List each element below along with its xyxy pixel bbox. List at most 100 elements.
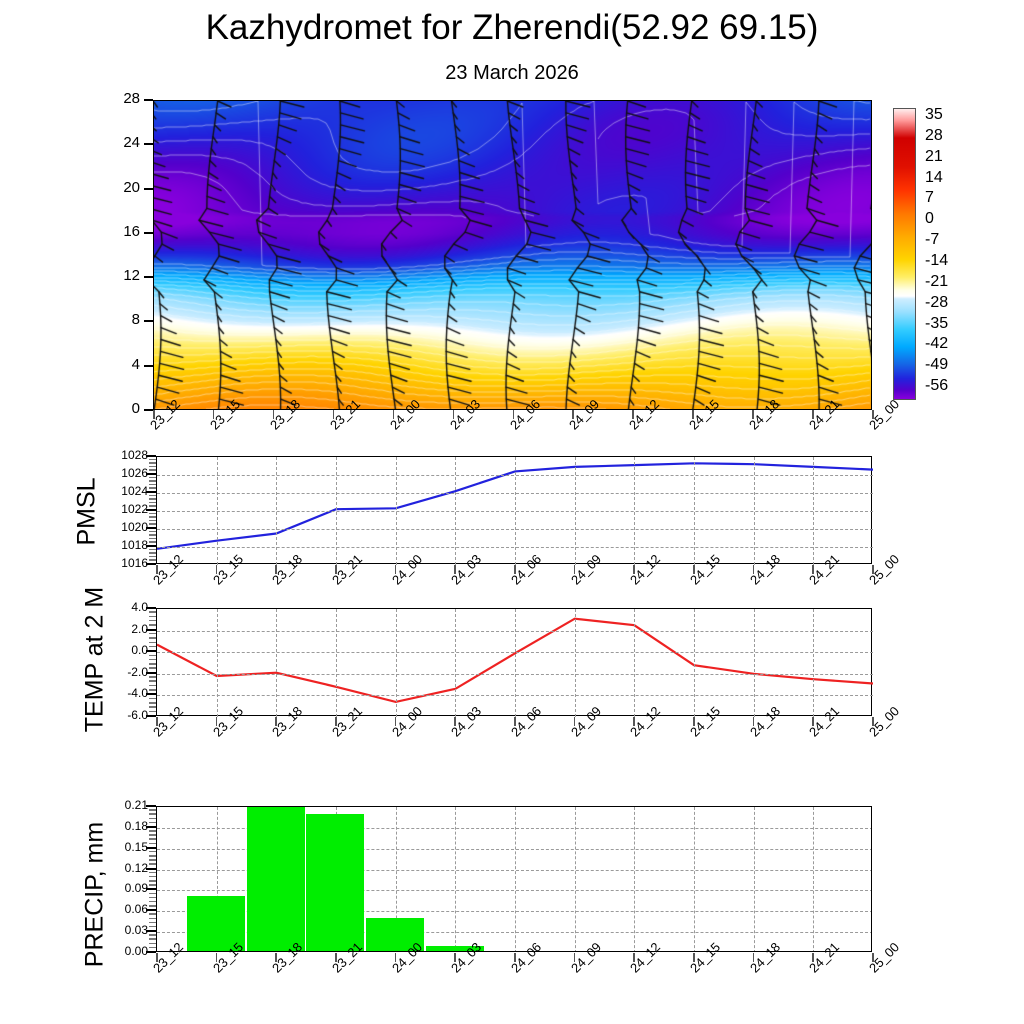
grid-line-vertical (515, 609, 516, 717)
temp-ytick-label: 2.0 (131, 621, 148, 636)
colorbar-label: -28 (925, 293, 949, 311)
temp-minor-ytick (149, 706, 156, 708)
pmsl-ytick-label: 1016 (121, 556, 148, 570)
temp-xtick (752, 717, 755, 726)
precip-ytick-label: 0.21 (124, 798, 148, 812)
temp-minor-ytick (149, 624, 156, 626)
precip-ytick (146, 825, 156, 828)
precip-minor-ytick (149, 809, 156, 811)
cross-section-ytick-label: 12 (123, 267, 140, 285)
precip-xtick (394, 953, 397, 962)
temp-xtick (215, 717, 218, 726)
colorbar-label: 7 (925, 189, 934, 207)
grid-line-vertical (753, 457, 755, 565)
precip-ytick (146, 909, 156, 912)
temp-xtick (454, 717, 456, 726)
temp-xtick (335, 717, 337, 726)
pmsl-ytick (146, 545, 156, 547)
precip-bar (306, 814, 365, 951)
cross-section-ytick (144, 364, 153, 367)
precip-minor-ytick (149, 863, 156, 865)
grid-line-horizontal (157, 932, 871, 934)
pmsl-xtick (394, 565, 397, 574)
cross-section-xtick (692, 410, 694, 419)
pmsl-xtick (275, 565, 277, 574)
temp-ytick (146, 628, 156, 631)
grid-line-vertical (455, 807, 457, 951)
cross-section-ytick-label: 16 (123, 222, 140, 240)
pmsl-ytick (146, 527, 156, 529)
temp-minor-ytick (149, 632, 156, 635)
precip-xtick (156, 953, 158, 962)
pmsl-ytick (146, 491, 156, 493)
temp-minor-ytick (149, 689, 156, 691)
grid-line-vertical (574, 609, 576, 717)
grid-line-horizontal (157, 911, 871, 913)
cross-section-ytick (144, 276, 153, 279)
cross-section-ytick (144, 231, 153, 234)
colorbar-label: 0 (925, 210, 934, 228)
grid-line-vertical (753, 609, 755, 717)
grid-line-vertical (336, 609, 337, 717)
pmsl-minor-ytick (149, 541, 156, 543)
grid-line-vertical (455, 609, 457, 717)
precip-minor-ytick (149, 913, 156, 915)
temp-plot-area (156, 608, 873, 717)
temp-xtick (275, 717, 277, 726)
temp-xtick (812, 717, 814, 726)
cross-section-ytick-label: 4 (131, 355, 140, 373)
pmsl-xtick (812, 565, 814, 574)
colorbar-label: -42 (925, 335, 949, 353)
page-title: Kazhydromet for Zherendi(52.92 69.15) (205, 8, 819, 47)
temp-xtick (633, 717, 635, 726)
precip-ytick-label: 0.09 (124, 881, 148, 896)
precip-minor-ytick (149, 855, 156, 857)
colorbar-label: 35 (925, 105, 943, 123)
pmsl-minor-ytick (149, 480, 156, 482)
grid-line-vertical (634, 457, 636, 565)
temp-ytick-label: 0.0 (131, 643, 148, 658)
temp-minor-ytick (149, 611, 156, 613)
precip-ytick (146, 846, 156, 849)
cross-section-field (154, 101, 871, 409)
precip-minor-ytick (149, 859, 156, 861)
pmsl-ytick-label: 1018 (121, 538, 148, 552)
grid-line-vertical (574, 457, 576, 565)
grid-line-vertical (515, 457, 516, 565)
precip-bar (186, 896, 245, 951)
temp-ytick (146, 671, 156, 674)
precip-minor-ytick (149, 871, 156, 874)
grid-line-vertical (753, 807, 755, 951)
colorbar-label: -35 (925, 314, 949, 332)
grid-line-vertical (336, 457, 337, 565)
temp-minor-ytick (149, 641, 156, 644)
temp-minor-ytick (149, 676, 156, 678)
cross-section-xtick (812, 410, 814, 419)
temp-minor-ytick (149, 710, 156, 713)
cross-section-xtick (572, 410, 574, 419)
precip-xtick (633, 953, 635, 962)
colorbar-label: -56 (925, 377, 949, 395)
temp-xtick (394, 717, 397, 726)
precip-xtick (693, 953, 695, 962)
temp-minor-ytick (149, 684, 156, 687)
pmsl-minor-ytick (149, 559, 156, 561)
temp-minor-ytick (149, 637, 156, 639)
grid-line-vertical (276, 609, 278, 717)
precip-minor-ytick (149, 938, 156, 940)
colorbar (893, 108, 916, 400)
colorbar-label: -7 (925, 231, 940, 249)
pmsl-xtick (693, 565, 695, 574)
precip-ytick (146, 805, 156, 807)
pmsl-xtick (156, 565, 158, 574)
grid-line-vertical (395, 457, 397, 565)
temp-ytick-label: -4.0 (127, 686, 148, 701)
pmsl-minor-ytick (149, 512, 156, 515)
precip-minor-ytick (149, 838, 156, 840)
pmsl-minor-ytick (149, 498, 156, 500)
pmsl-xtick (573, 565, 576, 574)
pmsl-minor-ytick (149, 505, 156, 507)
precip-minor-ytick (149, 905, 156, 907)
grid-line-horizontal (157, 848, 871, 850)
grid-line-vertical (216, 457, 218, 565)
